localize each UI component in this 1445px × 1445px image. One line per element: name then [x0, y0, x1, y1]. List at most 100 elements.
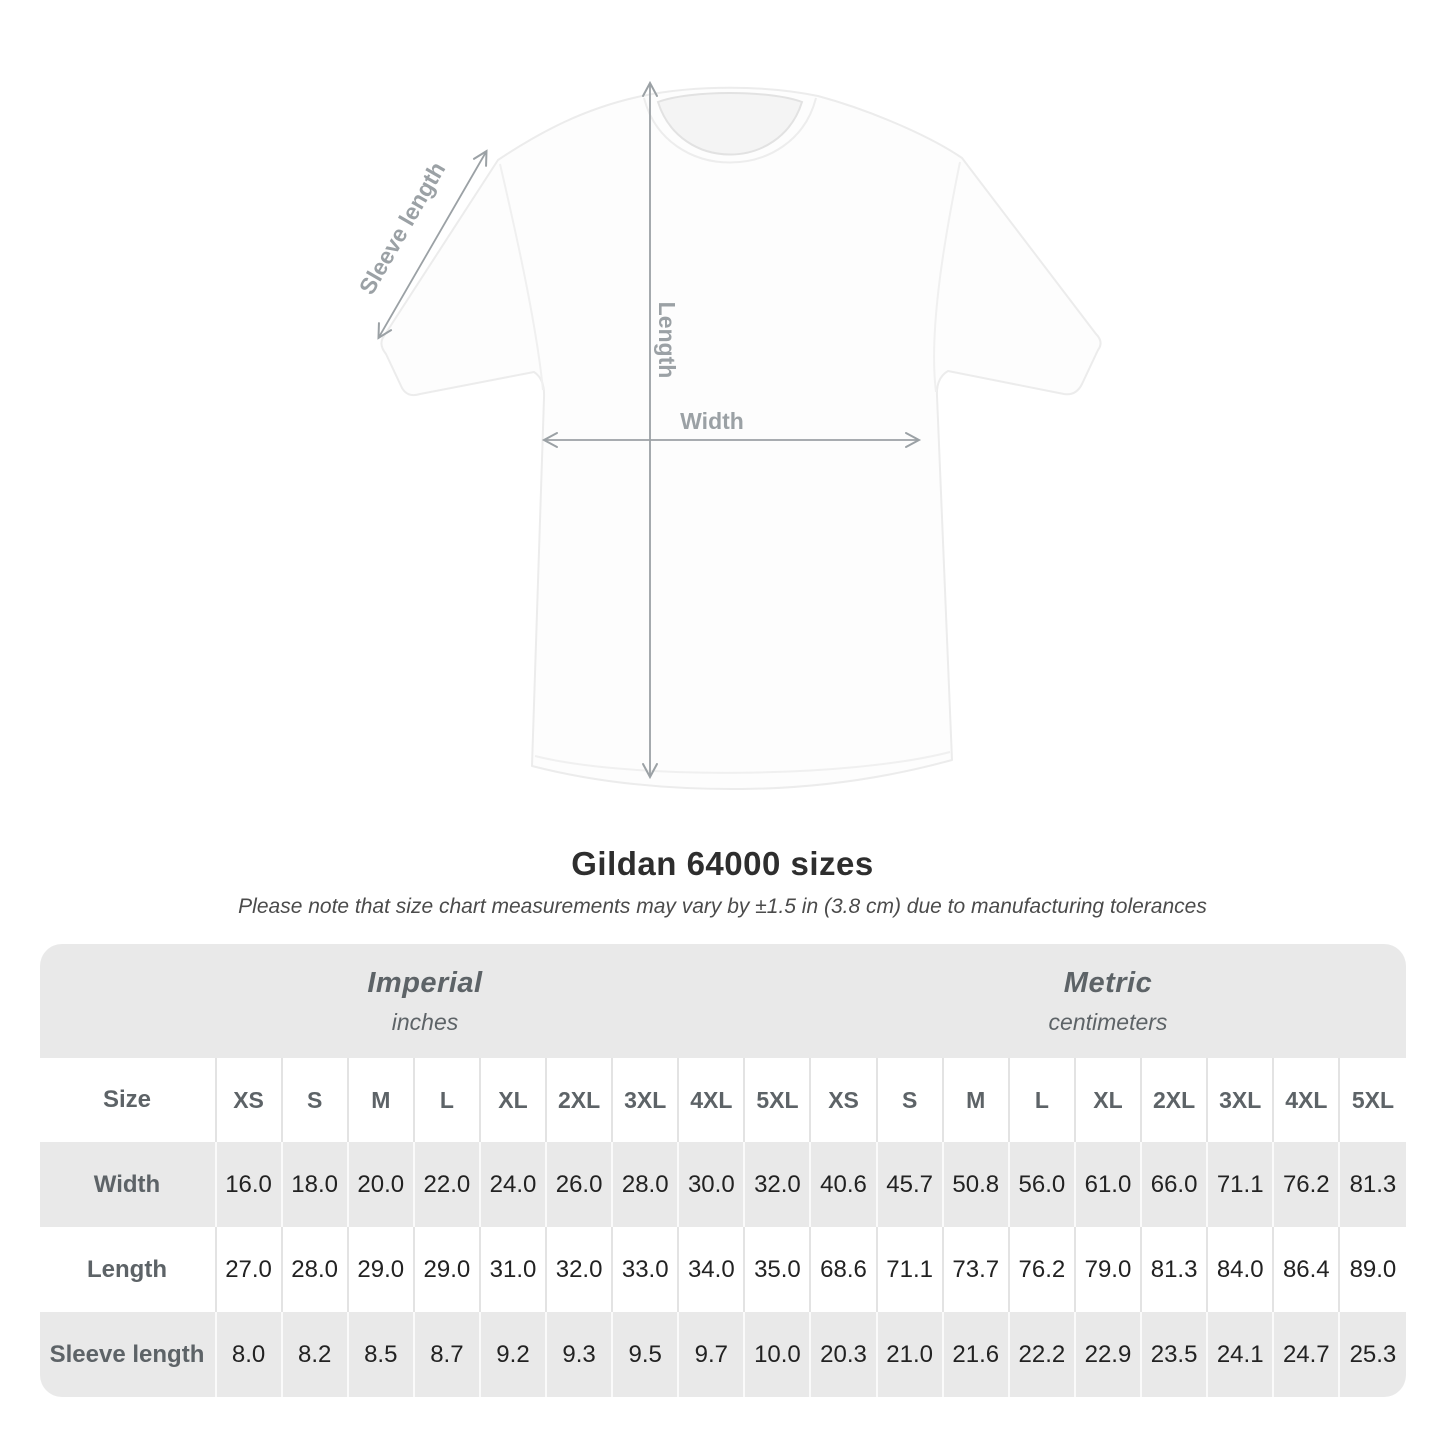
measurement-value-cell: 34.0 — [677, 1227, 745, 1312]
size-column-header: 5XL — [743, 1058, 811, 1142]
measurement-value-cell: 30.0 — [677, 1142, 745, 1227]
measurement-value-cell: 10.0 — [743, 1312, 811, 1397]
metric-label: Metric — [1063, 966, 1153, 999]
size-column-header: 4XL — [677, 1058, 745, 1142]
size-column-header: S — [875, 1058, 943, 1142]
measurement-row-label: Length — [87, 1255, 167, 1283]
size-column-header: 4XL — [1272, 1058, 1340, 1142]
measurement-value-cell: 81.3 — [1140, 1227, 1208, 1312]
size-column-header: 2XL — [1140, 1058, 1208, 1142]
measurement-value-cell: 28.0 — [280, 1227, 348, 1312]
measurement-value-cell: 86.4 — [1272, 1227, 1340, 1312]
measurement-value-cell: 35.0 — [743, 1227, 811, 1312]
measurement-value-cell: 24.1 — [1206, 1312, 1274, 1397]
size-chart-table-container: Imperial inches Metric centimeters Size … — [39, 944, 1406, 1397]
size-column-header: 3XL — [611, 1058, 679, 1142]
measurement-value-cell: 66.0 — [1140, 1142, 1208, 1227]
size-column-header: XS — [809, 1058, 877, 1142]
measurement-value-cell: 22.9 — [1073, 1312, 1142, 1397]
unit-header-row: Imperial inches Metric centimeters — [39, 944, 1406, 1058]
measurement-value-cell: 23.5 — [1140, 1312, 1208, 1397]
tshirt-hem-stitch — [534, 751, 951, 774]
measurement-value-cell: 20.0 — [346, 1142, 414, 1227]
measurement-value-cell: 79.0 — [1073, 1227, 1142, 1312]
imperial-label: Imperial — [367, 966, 483, 999]
measurement-value-cell: 27.0 — [214, 1227, 282, 1312]
measurement-value-cell: 32.0 — [743, 1142, 811, 1227]
size-column-header: XL — [478, 1058, 547, 1142]
measurement-value-cell: 9.7 — [677, 1312, 745, 1397]
measurement-row: Width 16.0 18.0 20.0 22.0 24.0 26.0 28.0 30.0 32.… — [39, 1142, 1406, 1227]
measurement-value-cell: 81.3 — [1338, 1142, 1406, 1227]
tshirt-diagram-svg: Width Length Sleeve length — [354, 80, 1102, 791]
measurement-value-cell: 16.0 — [214, 1142, 282, 1227]
size-header-row: Size XS S M L XL 2XL 3XL 4XL 5XL XS S M L XL 2XL 3XL 4XL… — [39, 1058, 1406, 1142]
tshirt-measurement-diagram: Width Length Sleeve length — [354, 80, 1102, 791]
measurement-value-cell: 24.7 — [1272, 1312, 1340, 1397]
measurement-value-cell: 22.2 — [1007, 1312, 1075, 1397]
measurement-value-cell: 24.0 — [478, 1142, 547, 1227]
measurement-value-cell: 28.0 — [611, 1142, 679, 1227]
tshirt-collar-opening — [656, 92, 804, 156]
measurement-value-cell: 68.6 — [809, 1227, 877, 1312]
measurement-value-cell: 73.7 — [941, 1227, 1009, 1312]
measurement-value-cell: 45.7 — [875, 1142, 943, 1227]
measurement-row-label: Sleeve length — [49, 1340, 205, 1368]
measurement-value-cell: 71.1 — [875, 1227, 943, 1312]
measurement-value-cell: 84.0 — [1206, 1227, 1274, 1312]
size-column-header: 5XL — [1338, 1058, 1406, 1142]
size-column-header: 3XL — [1206, 1058, 1274, 1142]
size-row-label: Size — [39, 1058, 216, 1142]
size-column-header: L — [412, 1058, 480, 1142]
measurement-value-cell: 20.3 — [809, 1312, 877, 1397]
measurement-value-cell: 8.5 — [346, 1312, 414, 1397]
measurement-value-cell: 32.0 — [545, 1227, 613, 1312]
measurement-value-cell: 8.2 — [280, 1312, 348, 1397]
measurement-value-cell: 71.1 — [1206, 1142, 1274, 1227]
measurement-value-cell: 29.0 — [346, 1227, 414, 1312]
tshirt-left-sleeve-seam — [499, 163, 544, 391]
measurement-value-cell: 9.2 — [478, 1312, 547, 1397]
tshirt-outline — [380, 86, 1102, 791]
measurement-value-cell: 33.0 — [611, 1227, 679, 1312]
measurement-value-cell: 76.2 — [1272, 1142, 1340, 1227]
width-measure-label: Width — [680, 408, 744, 434]
tolerance-note: Please note that size chart measurements… — [238, 895, 1207, 918]
measurement-value-cell: 18.0 — [280, 1142, 348, 1227]
measurement-value-cell: 8.0 — [214, 1312, 282, 1397]
measurement-value-cell: 9.5 — [611, 1312, 679, 1397]
tshirt-image — [380, 86, 1102, 791]
measurement-value-cell: 76.2 — [1007, 1227, 1075, 1312]
measurement-row-label: Width — [93, 1170, 161, 1198]
imperial-unit: inches — [391, 1008, 459, 1035]
length-measure-label: Length — [654, 302, 680, 379]
measurement-value-cell: 29.0 — [412, 1227, 480, 1312]
measurement-value-cell: 26.0 — [545, 1142, 613, 1227]
measurement-row: Length 27.0 28.0 29.0 29.0 31.0 32.0 33.0 34.0 35… — [40, 1227, 1406, 1312]
measurement-value-cell: 9.3 — [545, 1312, 613, 1397]
size-column-header: XL — [1073, 1058, 1142, 1142]
size-column-header: 2XL — [545, 1058, 613, 1142]
measurement-value-cell: 61.0 — [1073, 1142, 1142, 1227]
measurement-value-cell: 50.8 — [941, 1142, 1009, 1227]
measurement-value-cell: 31.0 — [478, 1227, 547, 1312]
size-column-header: L — [1007, 1058, 1075, 1142]
measurement-value-cell: 21.0 — [875, 1312, 943, 1397]
measurement-value-cell: 21.6 — [941, 1312, 1009, 1397]
tshirt-right-sleeve-seam — [933, 161, 961, 393]
sleeve-measure-arrow — [377, 149, 488, 340]
measurement-value-cell: 56.0 — [1007, 1142, 1075, 1227]
size-chart-table: Imperial inches Metric centimeters Size … — [39, 944, 1406, 1397]
page-title: Gildan 64000 sizes — [571, 845, 874, 882]
size-column-header: S — [280, 1058, 348, 1142]
measurement-value-cell: 40.6 — [809, 1142, 877, 1227]
size-column-header: M — [941, 1058, 1009, 1142]
size-chart-heading: Gildan 64000 sizes Please note that size… — [0, 830, 1445, 920]
imperial-header: Imperial inches — [39, 944, 811, 1058]
measurement-value-cell: 8.7 — [412, 1312, 480, 1397]
measurement-value-cell: 22.0 — [412, 1142, 480, 1227]
measurement-row: Sleeve length 8.0 8.2 8.5 8.7 9.2 9.3 9.5 9.7 10.… — [39, 1312, 1406, 1397]
size-column-header: XS — [214, 1058, 282, 1142]
measurement-value-cell: 25.3 — [1338, 1312, 1406, 1397]
metric-unit: centimeters — [1048, 1008, 1168, 1035]
